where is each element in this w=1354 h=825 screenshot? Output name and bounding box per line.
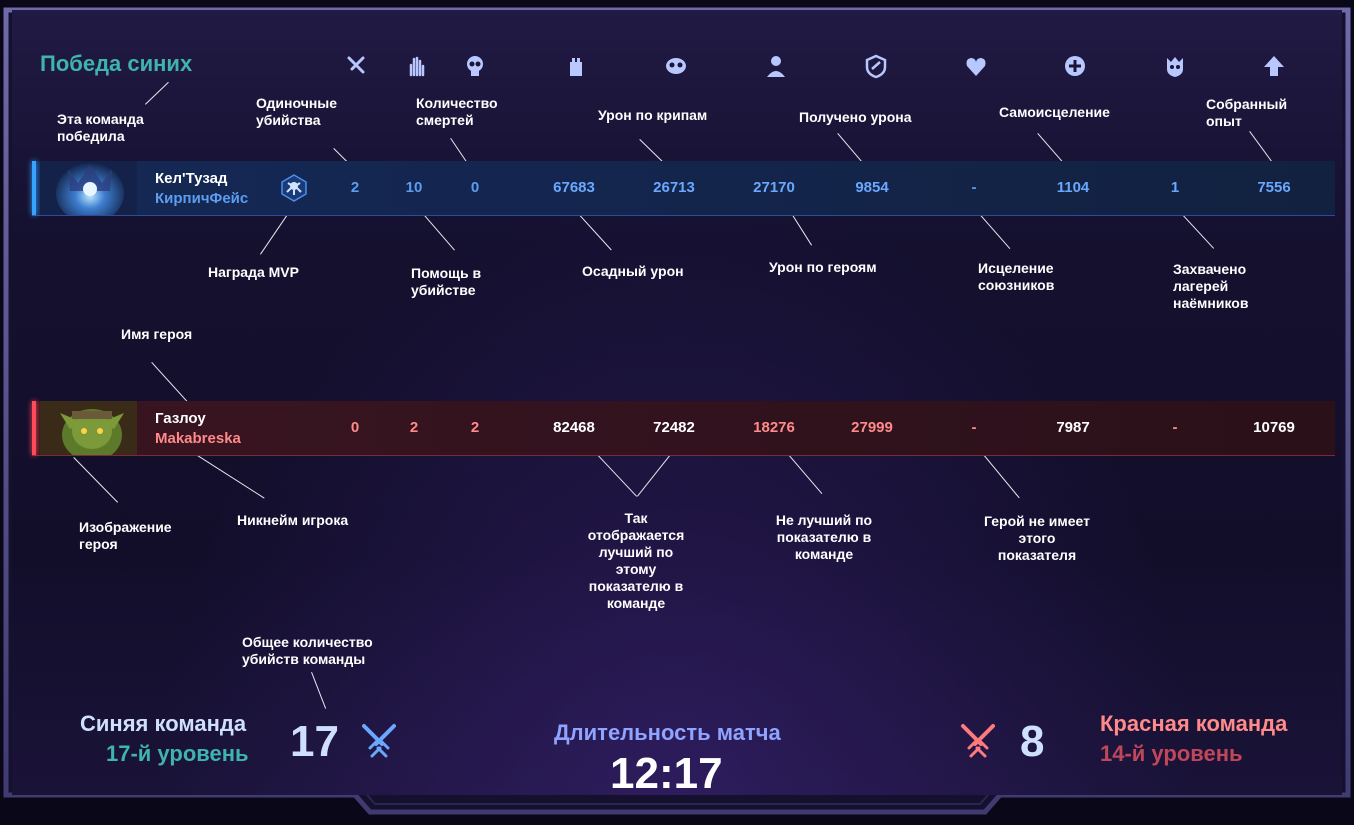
match-duration: 12:17 [610, 749, 723, 798]
stat-cell-11: 10769 [1253, 419, 1295, 436]
mercenary-camps-icon [1162, 53, 1188, 79]
player-name[interactable]: Makabreska [155, 430, 241, 447]
annotation-deaths: Количество смертей [416, 95, 498, 128]
stat-cell-2: 2 [409, 419, 419, 436]
stat-cell-9: 7987 [1056, 419, 1090, 436]
stat-cell-5: 72482 [653, 419, 695, 436]
stat-cell-3: 2 [470, 419, 480, 436]
red-crossed-swords-icon [959, 722, 997, 760]
hero-damage-icon [763, 53, 789, 79]
damage-taken-icon [863, 53, 889, 79]
red-team-kills: 8 [1020, 717, 1045, 766]
mvp-award-icon[interactable] [280, 174, 308, 202]
stat-cell-10: 1 [1170, 179, 1180, 196]
stat-cell-2: 10 [405, 179, 423, 196]
stat-cell-7: 9854 [855, 179, 889, 196]
stat-cell-7: 27999 [851, 419, 893, 436]
annotation-mvp: Награда MVP [208, 264, 299, 280]
stat-cell-4: 67683 [553, 179, 595, 196]
annotation-hero-damage: Урон по героям [769, 259, 877, 275]
stat-cell-8: - [971, 179, 977, 196]
annotation-self-healing: Самоисцеление [999, 104, 1110, 120]
self-healing-icon [1062, 53, 1088, 79]
annotation-team-kills: Общее количество убийств команды [242, 634, 373, 667]
hero-name: Газлоу [155, 410, 206, 427]
assists-icon [403, 53, 429, 79]
red-row-edge [32, 401, 36, 455]
annotation-damage-taken: Получено урона [799, 109, 912, 125]
stat-cell-8: - [971, 419, 977, 436]
annotation-assists: Помощь в убийстве [411, 265, 482, 298]
stat-cell-4: 82468 [553, 419, 595, 436]
stat-cell-3: 0 [470, 179, 480, 196]
stat-cell-9: 1104 [1056, 179, 1090, 196]
experience-icon [1261, 53, 1287, 79]
annotation-hero-image: Изображение героя [79, 519, 172, 552]
annotation-solo-kills: Одиночные убийства [256, 95, 338, 128]
healing-icon [963, 53, 989, 79]
annotation-not-best: Не лучший по показателю в команде [775, 512, 873, 562]
annotation-experience: Собранный опыт [1206, 96, 1288, 129]
creep-damage-icon [663, 53, 689, 79]
annotation-ally-healing: Исцеление союзников [978, 260, 1055, 293]
hero-portrait-gazlowe [40, 401, 137, 455]
red-team-name: Красная команда [1100, 711, 1288, 736]
annotation-best-stat: Так отображается лучший по этому показателю … [587, 510, 685, 611]
hero-name: Кел'Тузад [155, 170, 228, 187]
blue-team-name: Синяя команда [80, 711, 247, 736]
siege-damage-icon [563, 53, 589, 79]
deaths-icon [462, 53, 488, 79]
stat-cell-11: 7556 [1257, 179, 1291, 196]
hero-portrait-kelthuzad [40, 161, 137, 215]
blue-row-edge [32, 161, 36, 215]
stat-cell-5: 26713 [653, 179, 695, 196]
stat-cell-10: - [1172, 419, 1178, 436]
red-team-level: 14-й уровень [1100, 741, 1243, 766]
annotation-camps: Захвачено лагерей наёмников [1173, 261, 1249, 311]
winner-title: Победа синих [40, 51, 193, 76]
red-player-row[interactable]: Газлоу Makabreska 0 2 2 82468 72482 18276 2799… [32, 401, 1335, 456]
annotation-player-nick: Никнейм игрока [237, 512, 349, 528]
blue-team-level: 17-й уровень [106, 741, 249, 766]
annotation-winner-team: Эта команда победила [57, 111, 144, 144]
annotation-no-stat: Герой не имеет этого показателя [984, 513, 1090, 563]
blue-crossed-swords-icon [360, 722, 398, 760]
stat-cell-6: 18276 [753, 419, 795, 436]
annotation-hero-name: Имя героя [121, 326, 193, 342]
stat-cell-1: 0 [350, 419, 360, 436]
annotation-creep-damage: Урон по крипам [598, 107, 708, 123]
annotation-siege: Осадный урон [582, 263, 684, 279]
stat-cell-6: 27170 [753, 179, 795, 196]
player-name[interactable]: КирпичФейс [155, 190, 249, 207]
blue-team-kills: 17 [290, 717, 339, 766]
match-duration-label: Длительность матча [554, 720, 781, 745]
blue-player-row[interactable]: Кел'Тузад КирпичФейс 2 10 0 67683 26713 27170… [32, 161, 1335, 216]
stat-cell-1: 2 [350, 179, 360, 196]
solo-kills-icon [344, 53, 370, 79]
